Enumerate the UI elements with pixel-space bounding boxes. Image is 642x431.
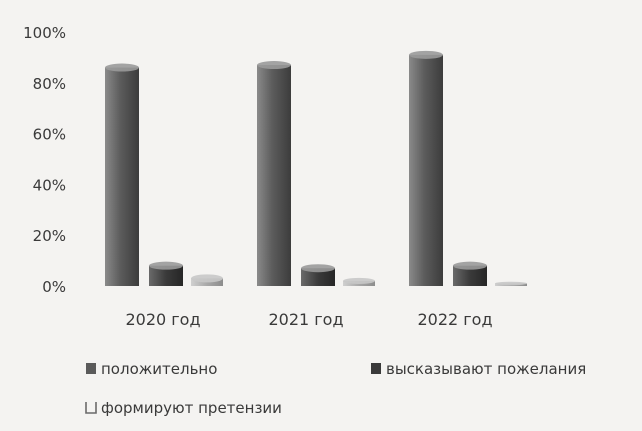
bar [301,264,335,286]
bar [495,281,527,286]
y-tick-label: 60% [33,126,66,144]
bar-cap [301,264,335,273]
bar [149,261,183,286]
y-tick-label: 0% [42,278,66,296]
bar-cap [149,261,183,270]
legend-label: формируют претензии [101,399,282,417]
bar-cap [495,281,527,286]
legend: положительно высказывают пожелания формиру… [85,360,586,417]
bar-cap [453,261,487,270]
bar-body [409,54,443,286]
legend-swatch [85,402,97,414]
bar-body [105,67,139,286]
legend-label: высказывают пожелания [386,360,586,378]
bar-body [301,268,335,286]
legend-item: формируют претензии [85,399,282,417]
y-tick-label: 80% [33,75,66,93]
y-axis: 0% 20% 40% 60% 80% 100% [23,24,66,296]
bar [257,61,291,287]
x-tick-label: 2022 год [417,310,492,329]
legend-label: положительно [101,360,217,378]
bar-cap [343,277,375,284]
bar-cap [409,50,443,59]
bar [191,274,223,286]
bar-body [453,265,487,286]
x-axis: 2020 год 2021 год 2022 год [125,310,492,329]
legend-swatch [86,363,96,374]
bar [453,261,487,286]
bar-cap [257,61,291,70]
x-tick-label: 2020 год [125,310,200,329]
y-tick-label: 100% [23,24,66,42]
bar-body [257,65,291,287]
x-tick-label: 2021 год [268,310,343,329]
bars-group [105,50,527,287]
legend-item: высказывают пожелания [371,360,586,378]
bar-cap [105,63,139,72]
bar [343,277,375,286]
y-tick-label: 20% [33,227,66,245]
bar-cap [191,274,223,283]
legend-item: положительно [86,360,217,378]
legend-swatch [371,363,381,374]
y-tick-label: 40% [33,176,66,194]
bar [409,50,443,286]
bar [105,63,139,286]
bar-body [149,265,183,286]
